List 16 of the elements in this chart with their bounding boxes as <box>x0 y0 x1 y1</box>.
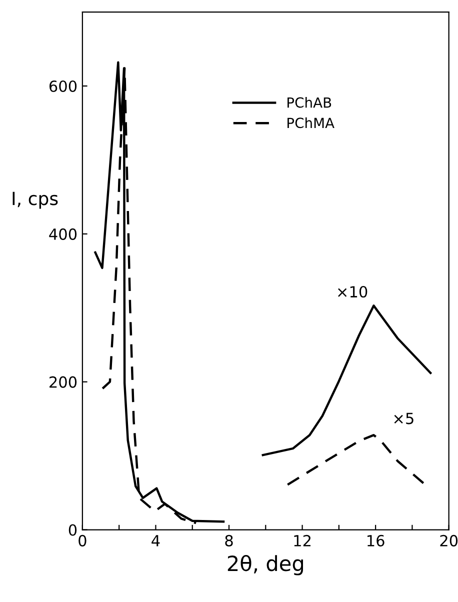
y-tick-label: 200 <box>50 376 77 388</box>
x-tick-label: 0 <box>78 534 86 546</box>
x-axis-title: 2θ, deg <box>228 554 303 576</box>
x-tick-label: 4 <box>152 535 160 546</box>
x-tick-label: 20 <box>440 534 458 546</box>
legend-label: PChMA <box>288 117 334 128</box>
x-tick-label: 16 <box>368 534 384 546</box>
y-axis-title: I, cps <box>12 192 58 209</box>
annotation: ×5 <box>394 412 414 424</box>
y-tick-label: 400 <box>49 228 77 240</box>
x-tick-label: 8 <box>225 534 233 546</box>
y-tick-label: 600 <box>49 80 77 92</box>
y-tick-label: 0 <box>68 524 77 536</box>
legend-label: PChAB <box>288 97 332 108</box>
x-tick-label: 12 <box>294 534 310 546</box>
annotation: ×10 <box>338 286 368 298</box>
